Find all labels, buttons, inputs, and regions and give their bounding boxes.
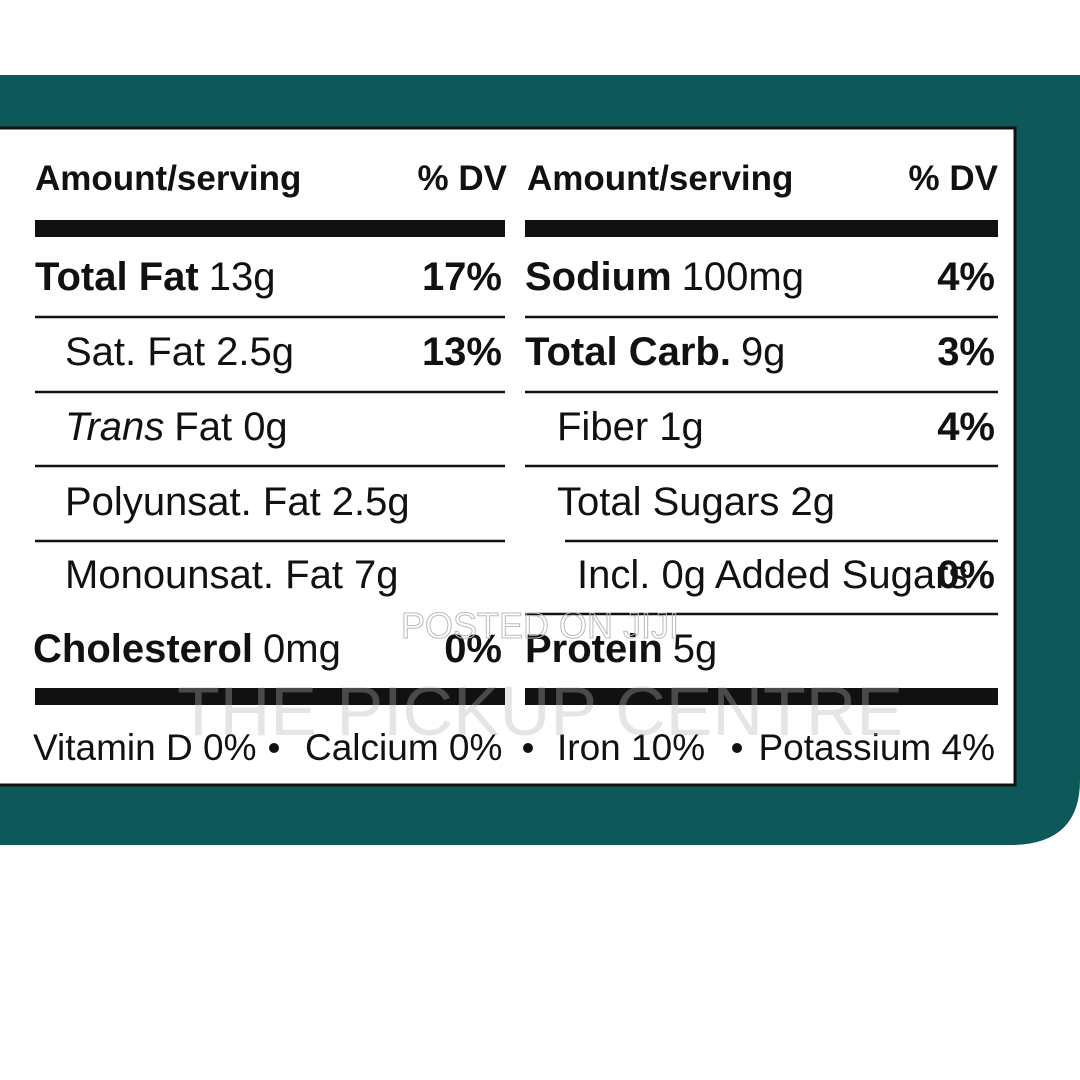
nutrient-amount: 13g — [209, 255, 276, 299]
nutrient-amount: 100mg — [682, 255, 804, 299]
nutrient-name: Fat 0g — [174, 405, 287, 449]
nutrient-dv: 0% — [937, 553, 995, 597]
nutrient-name: Incl. 0g Added Sugars — [577, 553, 968, 597]
bullet — [732, 743, 742, 753]
watermark: THE PICKUP CENTRE — [177, 672, 903, 750]
nutrient-name: Monounsat. Fat 7g — [65, 553, 399, 597]
nutrient-amount: 0mg — [263, 627, 341, 671]
header-dv: % DV — [418, 159, 508, 198]
thick-rule — [525, 220, 998, 237]
nutrient-name: Total Fat — [35, 255, 199, 299]
nutrient-name: Total Sugars 2g — [557, 480, 835, 524]
vitamin-item: Calcium 0% — [305, 727, 502, 768]
bullet — [269, 743, 279, 753]
nutrient-name: Protein — [525, 627, 663, 671]
nutrient-amount: 5g — [673, 627, 718, 671]
nutrient-dv: 0% — [444, 627, 502, 671]
nutrient-name: Total Carb. — [525, 330, 731, 374]
label-panel — [0, 126, 1017, 787]
thick-rule — [35, 688, 505, 705]
nutrient-name: Sodium — [525, 255, 672, 299]
nutrient-name: Sat. Fat 2.5g — [65, 330, 294, 374]
thick-rule — [35, 220, 505, 237]
nutrient-amount: 9g — [741, 330, 786, 374]
nutrient-row: Total Fat 13g — [35, 255, 275, 299]
nutrient-dv: 13% — [422, 330, 502, 374]
header-amount: Amount/serving — [35, 159, 301, 198]
nutrient-row: Sodium 100mg — [525, 255, 804, 299]
nutrient-dv: 4% — [937, 405, 995, 449]
nutrient-row: Protein 5g — [525, 627, 717, 671]
nutrient-dv: 4% — [937, 255, 995, 299]
vitamin-item: Vitamin D 0% — [33, 727, 256, 768]
nutrient-row: Trans Fat 0g — [65, 405, 288, 449]
bullet — [523, 743, 533, 753]
watermark: POSTED ON JIJI — [401, 605, 679, 646]
vitamin-item: Potassium 4% — [759, 727, 996, 768]
nutrient-dv: 17% — [422, 255, 502, 299]
header-dv: % DV — [909, 159, 999, 198]
nutrient-dv: 3% — [937, 330, 995, 374]
nutrient-name: Polyunsat. Fat 2.5g — [65, 480, 410, 524]
nutrient-row: Total Carb. 9g — [525, 330, 785, 374]
nutrient-row: Cholesterol 0mg — [33, 627, 341, 671]
rules — [35, 315, 998, 616]
nutrient-prefix: Trans — [65, 405, 164, 449]
vitamin-item: Iron 10% — [557, 727, 705, 768]
header-amount: Amount/serving — [527, 159, 793, 198]
nutrient-name: Fiber 1g — [557, 405, 704, 449]
thick-rule — [525, 688, 998, 705]
nutrient-name: Cholesterol — [33, 627, 253, 671]
